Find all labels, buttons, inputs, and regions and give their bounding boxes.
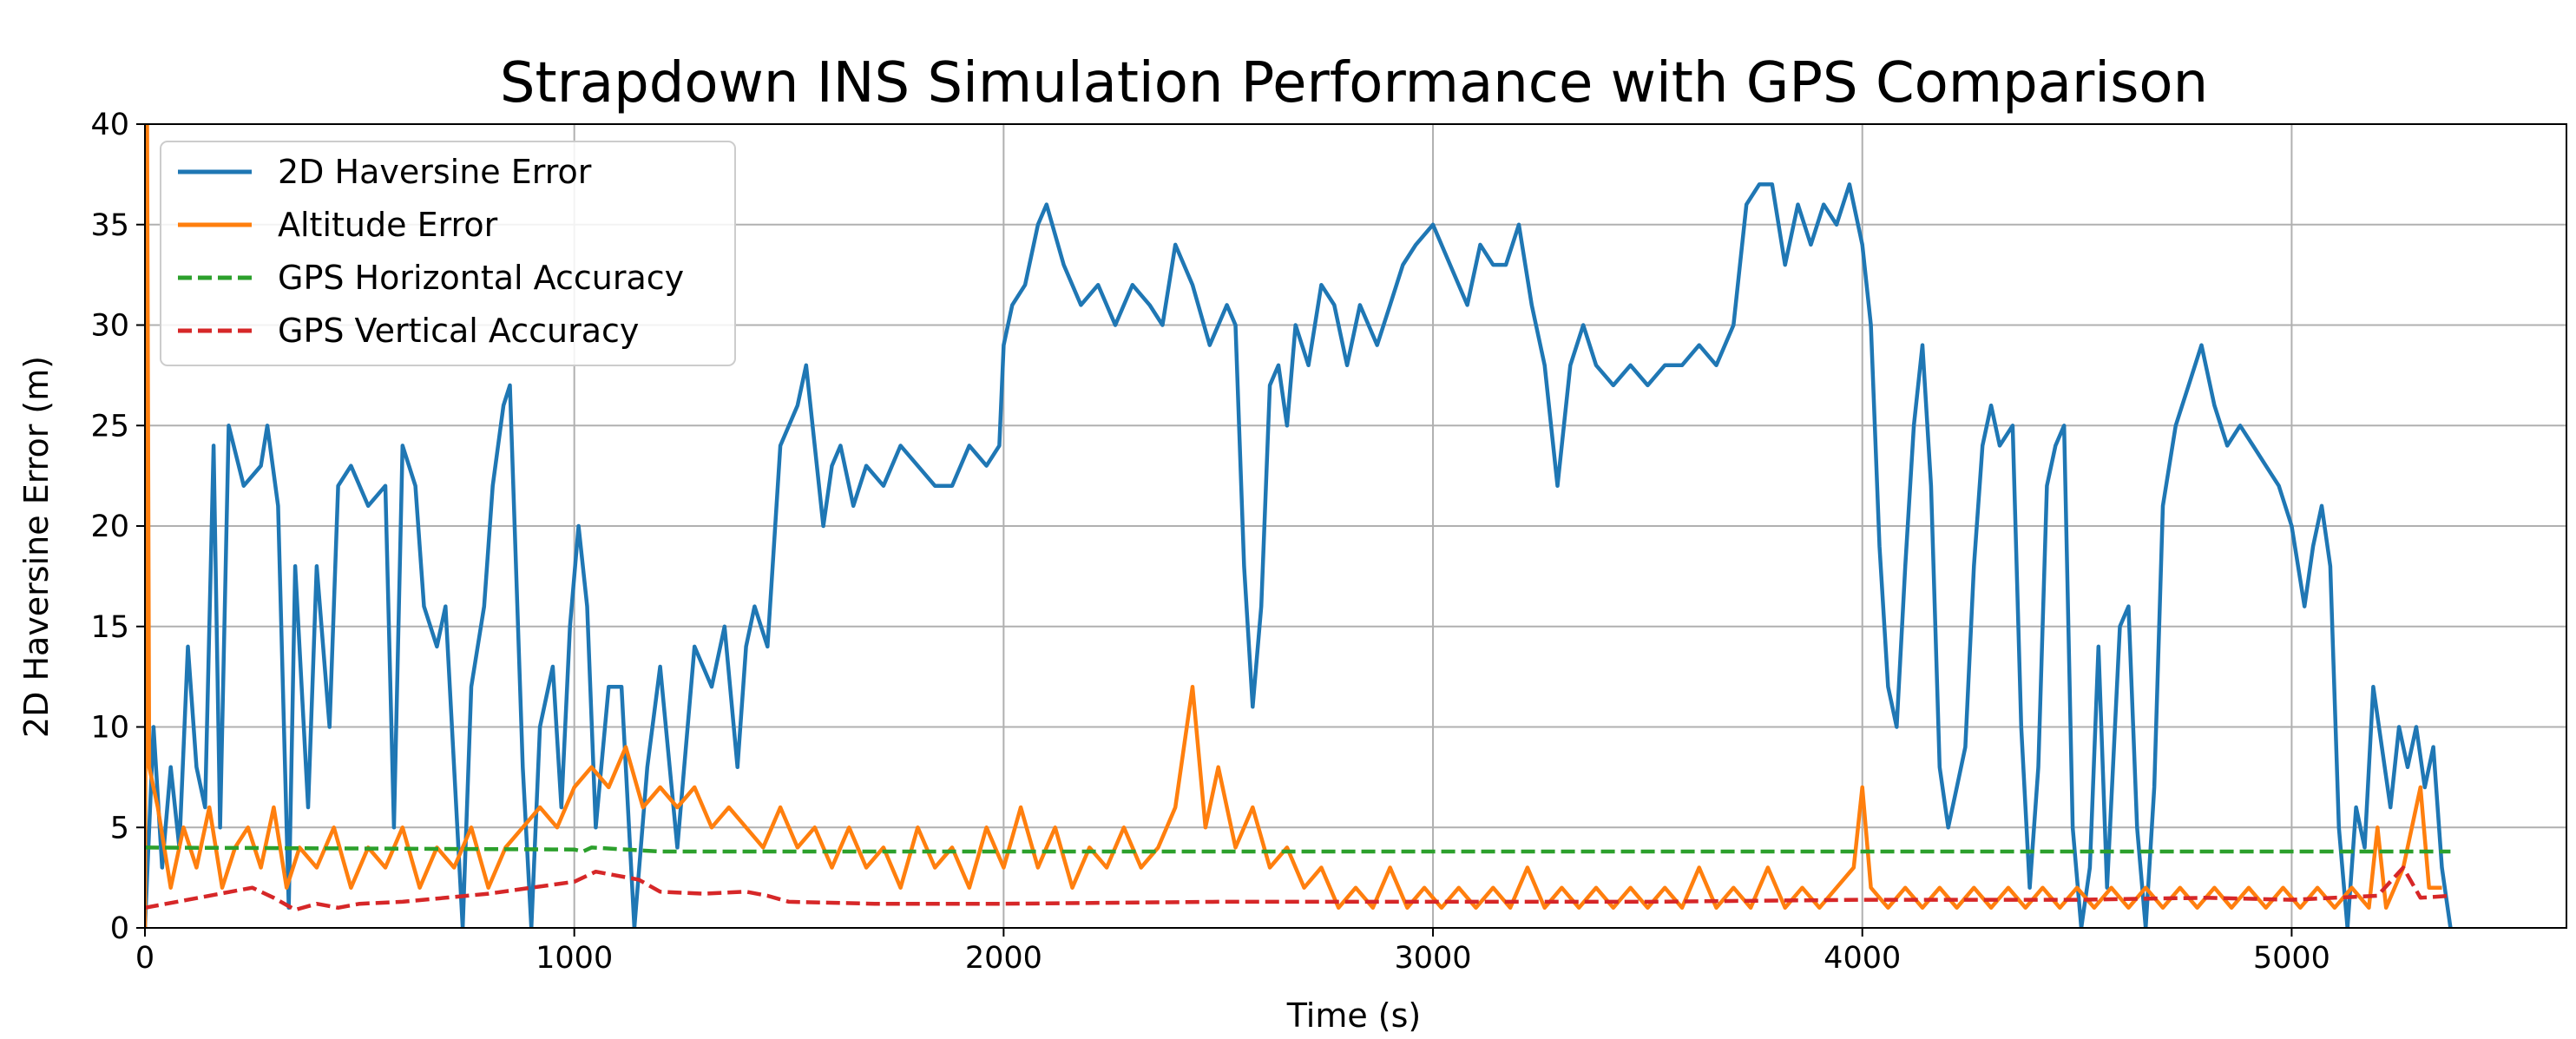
- x-tick-label: 0: [135, 941, 154, 976]
- y-tick-label: 35: [90, 208, 129, 243]
- legend-label-0: 2D Haversine Error: [278, 153, 592, 191]
- x-tick-label: 5000: [2253, 941, 2330, 976]
- series-line-0: [145, 182, 2453, 928]
- y-tick-label: 0: [110, 911, 129, 946]
- x-tick-label: 3000: [1395, 941, 1472, 976]
- y-tick-label: 40: [90, 108, 129, 142]
- axis-ticks: 0 1000 2000 3000 4000 5000 0 5 10 15 20 25 30 35 40: [90, 108, 2330, 976]
- legend-label-1: Altitude Error: [278, 206, 498, 244]
- legend: 2D Haversine Error Altitude Error GPS Hori…: [160, 141, 736, 366]
- chart-title: Strapdown INS Simulation Performance wit…: [500, 51, 2208, 115]
- legend-label-2: GPS Horizontal Accuracy: [278, 259, 684, 297]
- x-tick-label: 1000: [536, 941, 613, 976]
- y-tick-label: 25: [90, 409, 129, 444]
- y-tick-label: 15: [90, 610, 129, 645]
- y-tick-label: 10: [90, 711, 129, 746]
- plot-area: [145, 124, 2453, 928]
- y-tick-label: 30: [90, 309, 129, 344]
- y-tick-label: 5: [110, 811, 129, 845]
- legend-box: [160, 141, 736, 366]
- y-tick-label: 20: [90, 510, 129, 544]
- series-line-3: [145, 865, 2451, 912]
- series-line-2: [145, 845, 2451, 854]
- y-axis-title: 2D Haversine Error (m): [17, 356, 56, 738]
- x-axis-title: Time (s): [1286, 996, 1422, 1035]
- x-tick-label: 2000: [965, 941, 1042, 976]
- legend-label-3: GPS Vertical Accuracy: [278, 312, 639, 350]
- x-tick-label: 4000: [1824, 941, 1901, 976]
